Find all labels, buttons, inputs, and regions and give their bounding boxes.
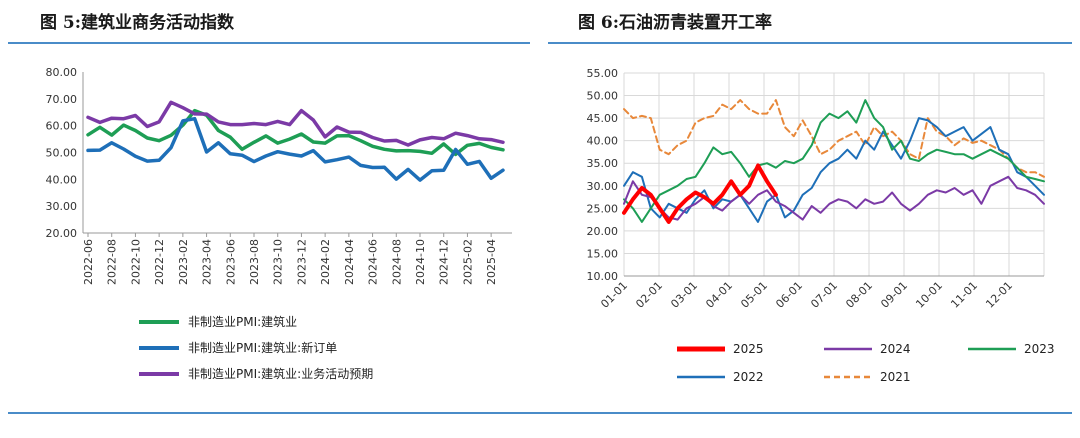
series-line-2 bbox=[86, 116, 505, 182]
bottom-rule bbox=[8, 412, 1072, 414]
series-line-2025 bbox=[622, 163, 778, 224]
series-line-2024 bbox=[623, 175, 1045, 221]
series-line-3 bbox=[86, 100, 505, 147]
y-tick-label: 20.00 bbox=[46, 227, 78, 240]
x-tick-label: 2024-02 bbox=[319, 239, 332, 285]
series-line-2023 bbox=[623, 99, 1045, 223]
y-tick-label: 40.00 bbox=[587, 135, 619, 148]
x-tick-label: 2023-08 bbox=[248, 239, 261, 285]
x-tick-label: 02-01 bbox=[633, 279, 665, 311]
y-tick-label: 25.00 bbox=[587, 202, 619, 215]
left-line-chart: 20.00 30.00 40.00 50.00 60.00 70.00 80.00 2022-… bbox=[46, 66, 512, 381]
y-tick-label: 50.00 bbox=[46, 147, 78, 160]
x-tick-label: 2022-06 bbox=[82, 239, 95, 285]
x-tick-label: 01-01 bbox=[598, 279, 630, 311]
y-tick-label: 80.00 bbox=[46, 66, 78, 79]
legend-label: 2022 bbox=[733, 370, 764, 384]
x-tick-label: 2024-06 bbox=[367, 239, 380, 285]
x-tick-label: 2023-10 bbox=[272, 239, 285, 285]
y-tick-label: 30.00 bbox=[46, 200, 78, 213]
x-tick-label: 06-01 bbox=[773, 279, 805, 311]
y-tick-label: 60.00 bbox=[46, 120, 78, 133]
x-tick-label: 2022-08 bbox=[106, 239, 119, 285]
y-tick-label: 10.00 bbox=[587, 270, 619, 283]
x-tick-label: 07-01 bbox=[808, 279, 840, 311]
y-tick-label: 35.00 bbox=[587, 157, 619, 170]
x-tick-label: 2025-04 bbox=[485, 239, 498, 285]
x-tick-label: 2024-12 bbox=[438, 239, 451, 285]
x-tick-label: 2024-08 bbox=[390, 239, 403, 285]
legend-label: 非制造业PMI:建筑业 bbox=[188, 314, 297, 329]
y-tick-label: 50.00 bbox=[587, 90, 619, 103]
x-tick-label: 12-01 bbox=[983, 279, 1015, 311]
legend-label: 非制造业PMI:建筑业:新订单 bbox=[188, 340, 337, 355]
y-tick-label: 55.00 bbox=[587, 67, 619, 80]
right-title-rule bbox=[548, 42, 1072, 44]
series-line-1 bbox=[86, 108, 505, 157]
x-tick-label: 2022-12 bbox=[153, 239, 166, 285]
x-tick-label: 2022-10 bbox=[129, 239, 142, 285]
x-tick-label: 2023-04 bbox=[201, 239, 214, 285]
x-tick-label: 10-01 bbox=[913, 279, 945, 311]
x-tick-label: 04-01 bbox=[703, 279, 735, 311]
series-line-2021 bbox=[623, 99, 1045, 178]
x-tick-label: 2023-06 bbox=[224, 239, 237, 285]
y-tick-label: 30.00 bbox=[587, 180, 619, 193]
y-tick-label: 20.00 bbox=[587, 225, 619, 238]
legend-label: 非制造业PMI:建筑业:业务活动预期 bbox=[188, 366, 373, 381]
x-tick-label: 2023-02 bbox=[177, 239, 190, 285]
x-tick-label: 2024-10 bbox=[414, 239, 427, 285]
legend-label: 2024 bbox=[880, 342, 911, 356]
y-tick-label: 70.00 bbox=[46, 93, 78, 106]
y-tick-label: 45.00 bbox=[587, 112, 619, 125]
y-tick-label: 40.00 bbox=[46, 173, 78, 186]
x-tick-label: 09-01 bbox=[878, 279, 910, 311]
x-tick-label: 03-01 bbox=[668, 279, 700, 311]
x-tick-label: 2024-04 bbox=[343, 239, 356, 285]
legend-label: 2021 bbox=[880, 370, 911, 384]
left-figure-title: 图 5:建筑业商务活动指数 bbox=[40, 13, 235, 33]
right-line-chart: 10.00 15.00 20.00 25.00 30.00 35.00 40.00 45.00… bbox=[587, 67, 1055, 384]
x-tick-label: 11-01 bbox=[948, 279, 980, 311]
left-title-rule bbox=[8, 42, 530, 44]
x-tick-label: 05-01 bbox=[738, 279, 770, 311]
x-tick-label: 2025-02 bbox=[461, 239, 474, 285]
x-tick-label: 2023-12 bbox=[295, 239, 308, 285]
series-line-2022 bbox=[623, 117, 1045, 223]
y-tick-label: 15.00 bbox=[587, 247, 619, 260]
legend-label: 2025 bbox=[733, 342, 764, 356]
right-figure-title: 图 6:石油沥青装置开工率 bbox=[578, 13, 773, 33]
legend-label: 2023 bbox=[1024, 342, 1055, 356]
x-tick-label: 08-01 bbox=[843, 279, 875, 311]
